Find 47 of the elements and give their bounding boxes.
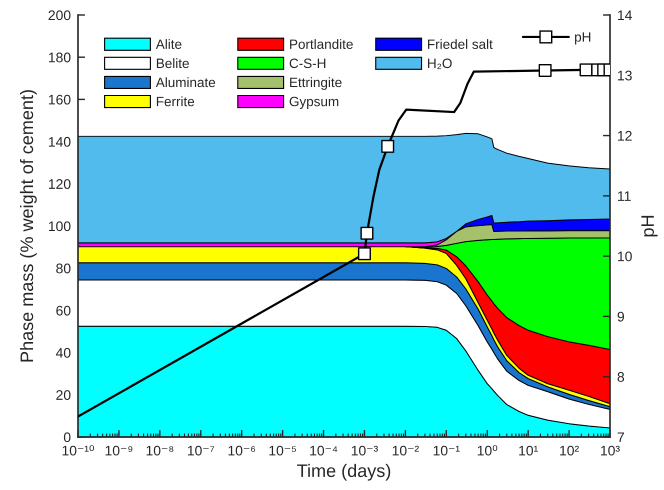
y-tick-label: 180 [48,52,71,62]
x-tick-label: 10⁻⁴ [310,446,338,456]
y-tick-label: 20 [56,390,71,400]
y2-tick-label: 10 [618,251,632,262]
y-tick-label: 100 [48,221,71,232]
legend-label: Ferrite [156,96,194,106]
y2-axis-title: pH [641,216,658,236]
x-axis-title: Time (days) [297,464,390,481]
legend-label: Ettringite [290,77,342,90]
legend-label: pH [575,32,590,44]
y2-tick-label: 9 [618,312,624,322]
x-tick-label: 10⁻³ [352,446,378,456]
legend-label: Belite [156,58,189,68]
x-tick-label: 10⁻⁶ [228,446,256,456]
y2-tick-label: 13 [618,70,632,80]
x-tick-label: 10⁻¹⁰ [62,445,94,456]
y-tick-label: 80 [56,264,71,274]
legend-label: Portlandite [290,39,353,49]
y-tick-label: 0 [64,432,71,442]
legend-label: Gypsum [290,96,338,109]
x-tick-label: 10⁰ [478,445,498,456]
y2-tick-label: 11 [618,191,631,201]
y-tick-label: 200 [48,10,71,20]
y2-tick-label: 12 [618,130,632,141]
y-axis-title: Phase mass (% weight of cement) [20,90,37,362]
legend-label: Friedel salt [428,39,493,49]
y2-tick-label: 14 [618,10,632,20]
legend-label: Aluminate [156,77,216,88]
x-tick-label: 10² [560,446,579,456]
legend-label: Alite [156,39,182,49]
x-tick-label: 10⁻⁹ [106,446,132,456]
y-tick-label: 60 [56,306,71,316]
y-tick-label: 160 [48,94,71,105]
x-tick-label: 10⁻⁸ [146,446,174,456]
y2-tick-label: 8 [618,372,624,382]
x-tick-label: 10¹ [519,446,538,456]
x-tick-label: 10⁻⁷ [188,446,214,456]
y2-tick-label: 7 [618,432,624,442]
x-tick-label: 10³ [601,446,620,456]
x-tick-label: 10⁻¹ [434,446,460,456]
y-tick-label: 120 [48,179,71,189]
y-tick-label: 140 [48,136,71,147]
y-tick-label: 40 [56,348,71,358]
legend-label: H₂O [428,58,452,70]
x-tick-label: 10⁻² [392,446,419,456]
x-tick-label: 10⁻⁵ [269,446,296,456]
legend-label: C-S-H [290,58,326,68]
